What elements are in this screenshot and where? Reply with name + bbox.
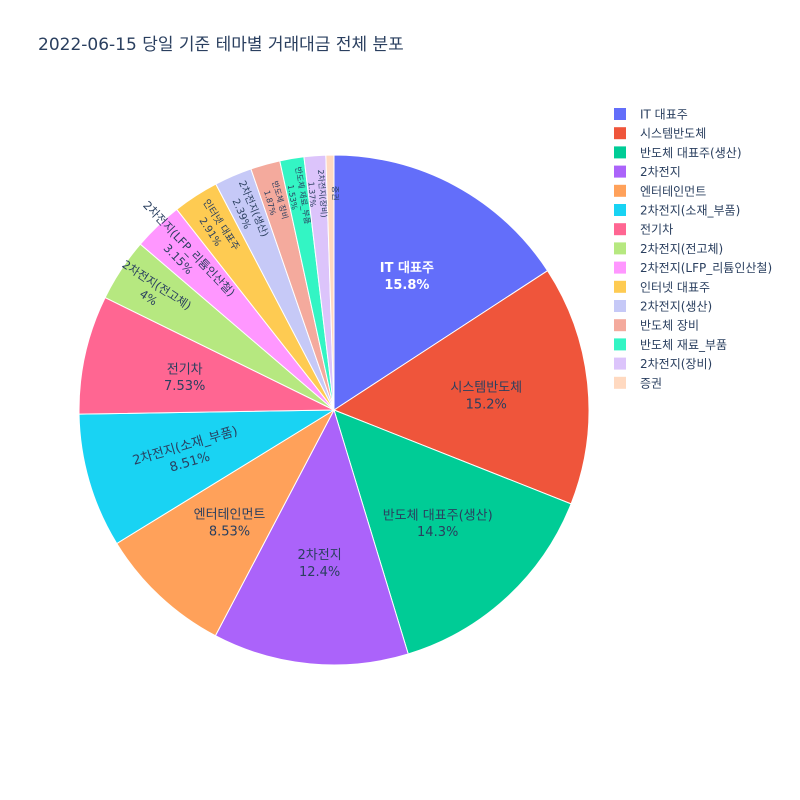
slice-3-percent-label: 12.4% (299, 565, 340, 580)
legend-label: 전기차 (640, 223, 673, 237)
legend-label: 2차전지 (640, 165, 681, 179)
legend-item-7[interactable]: 2차전지(전고체) (614, 242, 723, 256)
slice-5-wedge[interactable] (78, 409, 336, 545)
legend-item-5[interactable]: 2차전지(소재_부품) (614, 204, 740, 218)
legend-item-2[interactable]: 반도체 대표주(생산) (614, 146, 742, 160)
pie-slices (78, 154, 590, 666)
slice-0-name-label: IT 대표주 (380, 261, 434, 276)
legend-swatch (614, 165, 626, 178)
legend-item-14[interactable]: 증권 (614, 376, 662, 390)
legend-swatch (614, 184, 626, 197)
legend-item-12[interactable]: 반도체 재료_부품 (614, 338, 727, 352)
slice-14-label-group: 증권 (330, 186, 340, 201)
legend-label: 반도체 대표주(생산) (640, 146, 742, 160)
legend-swatch (614, 146, 626, 159)
legend-swatch (614, 319, 626, 332)
legend-label: 반도체 재료_부품 (640, 338, 727, 352)
legend-label: 증권 (640, 376, 662, 390)
slice-4-wedge[interactable] (116, 408, 336, 637)
legend-item-13[interactable]: 2차전지(장비) (614, 357, 712, 371)
legend-label: 2차전지(생산) (640, 300, 712, 314)
slice-13-label-group: 2차전지(장비)1.37% (306, 169, 330, 218)
slice-2-name-label: 반도체 대표주(생산) (383, 508, 493, 523)
slice-6-wedge[interactable] (78, 296, 335, 415)
slice-1-percent-label: 15.2% (466, 397, 507, 412)
legend-label: 반도체 장비 (640, 319, 699, 333)
slice-2-wedge[interactable] (333, 409, 572, 655)
legend-label: IT 대표주 (640, 108, 688, 122)
slice-1-name-label: 시스템반도체 (450, 380, 522, 395)
slice-0-wedge[interactable] (333, 154, 549, 411)
legend-label: 엔터테인먼트 (640, 184, 706, 198)
slice-13-name-label: 2차전지(장비) (316, 169, 330, 218)
slice-14-wedge[interactable] (325, 154, 335, 411)
legend-item-6[interactable]: 전기차 (614, 223, 673, 237)
legend-item-3[interactable]: 2차전지 (614, 165, 681, 179)
slice-2-percent-label: 14.3% (417, 525, 458, 540)
legend-swatch (614, 204, 626, 216)
legend-label: 2차전지(소재_부품) (640, 204, 740, 218)
legend-label: 2차전지(장비) (640, 357, 712, 371)
slice-2-label-group: 반도체 대표주(생산) 14.3% (383, 508, 493, 540)
legend-item-9[interactable]: 인터넷 대표주 (614, 280, 710, 294)
legend-swatch (614, 280, 626, 293)
legend-item-4[interactable]: 엔터테인먼트 (614, 184, 706, 198)
slice-4-percent-label: 8.53% (209, 524, 250, 539)
legend-swatch (614, 338, 626, 351)
slice-3-name-label: 2차전지 (298, 548, 342, 563)
slice-6-percent-label: 7.53% (164, 379, 205, 394)
slice-1-label-group: 시스템반도체 15.2% (450, 380, 522, 412)
legend-swatch (614, 261, 626, 274)
legend-item-8[interactable]: 2차전지(LFP_리튬인산철) (614, 261, 772, 275)
legend-swatch (614, 108, 626, 120)
slice-1-wedge[interactable] (332, 269, 590, 505)
chart-title: 2022-06-15 당일 기준 테마별 거래대금 전체 분포 (38, 35, 404, 55)
slice-0-label-group: IT 대표주 15.8% (380, 261, 434, 293)
legend-swatch (614, 223, 626, 236)
legend-swatch (614, 357, 626, 370)
slice-3-wedge[interactable] (214, 408, 409, 666)
slice-3-label-group: 2차전지 12.4% (298, 548, 342, 580)
slice-12-percent-label: 1.53% (286, 184, 299, 211)
legend-item-11[interactable]: 반도체 장비 (614, 319, 699, 333)
legend-swatch (614, 300, 626, 312)
slice-6-name-label: 전기차 (167, 362, 203, 377)
legend-item-10[interactable]: 2차전지(생산) (614, 300, 712, 314)
legend-item-1[interactable]: 시스템반도체 (614, 127, 706, 141)
legend-swatch (614, 127, 626, 140)
slice-4-name-label: 엔터테인먼트 (194, 508, 266, 523)
legend-label: 2차전지(LFP_리튬인산철) (640, 261, 772, 275)
legend-item-0[interactable]: IT 대표주 (614, 108, 688, 122)
legend-label: 2차전지(전고체) (640, 242, 723, 256)
slice-6-label-group: 전기차 7.53% (164, 362, 205, 394)
legend-label: 시스템반도체 (640, 127, 706, 141)
slice-14-name-label: 증권 (330, 186, 340, 201)
slice-13-percent-label: 1.37% (306, 181, 317, 207)
legend-swatch (614, 242, 626, 255)
slice-0-percent-label: 15.8% (384, 278, 429, 293)
legend-label: 인터넷 대표주 (640, 280, 710, 294)
legend-swatch (614, 376, 626, 389)
